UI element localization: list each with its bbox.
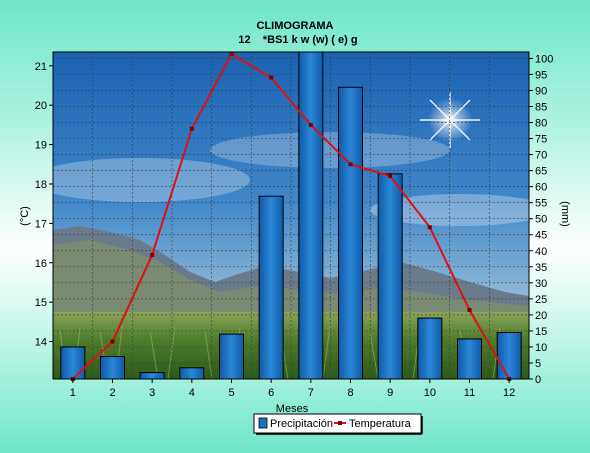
right-tick-label: 60 (535, 182, 547, 194)
right-tick-label: 40 (535, 246, 547, 258)
x-tick-label: 5 (228, 387, 234, 399)
temperature-series-line (72, 52, 511, 380)
precipitation-bar (496, 332, 522, 380)
right-tick-label: 15 (535, 326, 547, 338)
x-tick-label: 9 (387, 387, 393, 399)
legend-temperature-label: Temperatura (349, 418, 412, 430)
left-tick-label: 14 (35, 337, 47, 349)
precipitation-bar (100, 356, 125, 380)
precipitation-bar (377, 173, 403, 380)
x-tick-label: 1 (70, 387, 76, 399)
plot-frame (52, 51, 530, 380)
temperature-point (388, 174, 393, 179)
left-tick-label: 19 (35, 140, 47, 152)
right-tick-label: 55 (535, 198, 547, 210)
right-tick-label: 85 (535, 102, 547, 114)
x-tick-label: 4 (189, 387, 195, 399)
temperature-point (189, 126, 194, 131)
precipitation-bar (139, 372, 165, 380)
chart-subtitle: 12 *BS1 k w (w) ( e) g (238, 34, 357, 46)
x-axis: 1 2 3 4 5 6 7 8 9 10 11 12 (70, 379, 515, 399)
right-tick-label: 20 (535, 310, 547, 322)
left-axis-label: (°C) (19, 206, 31, 226)
precipitation-bar (219, 333, 244, 380)
temperature-point (110, 339, 115, 344)
right-tick-label: 5 (535, 358, 541, 370)
precipitation-bar (179, 367, 205, 380)
temperature-point (308, 122, 313, 127)
left-tick-label: 17 (35, 218, 47, 230)
right-tick-label: 10 (535, 342, 547, 354)
right-tick-label: 30 (535, 278, 547, 290)
temperature-point (269, 75, 274, 80)
right-tick-label: 75 (535, 134, 547, 146)
temperature-point (150, 252, 155, 257)
precipitation-bar (338, 86, 363, 380)
x-tick-label: 6 (268, 387, 274, 399)
precipitation-bar (417, 317, 443, 380)
left-axis: 14 15 16 17 18 19 20 21 (35, 61, 53, 349)
left-tick-label: 18 (35, 179, 47, 191)
right-tick-label: 100 (535, 53, 553, 65)
right-tick-label: 0 (535, 374, 541, 386)
right-tick-label: 70 (535, 150, 547, 162)
precipitation-bar (457, 338, 482, 380)
x-tick-label: 7 (308, 387, 314, 399)
right-tick-label: 50 (535, 214, 547, 226)
temperature-point (467, 308, 472, 313)
legend: Precipitación Temperatura (253, 413, 423, 435)
x-tick-label: 10 (424, 387, 436, 399)
legend-precipitation-label: Precipitación (270, 418, 333, 430)
x-tick-label: 3 (149, 387, 155, 399)
right-tick-label: 95 (535, 69, 547, 81)
temperature-point (427, 225, 432, 230)
chart-title: CLIMOGRAMA (257, 20, 334, 32)
x-tick-label: 8 (347, 387, 353, 399)
x-tick-label: 2 (109, 387, 115, 399)
left-tick-label: 21 (35, 61, 47, 73)
legend-precipitation-swatch (258, 417, 268, 429)
temperature-point (229, 51, 234, 56)
right-axis-label: (mm) (559, 201, 571, 227)
right-tick-label: 25 (535, 294, 547, 306)
x-tick-label: 11 (464, 387, 475, 399)
precipitation-bar (60, 346, 86, 380)
right-tick-label: 90 (535, 85, 547, 97)
right-axis: 0 5 10 15 20 25 30 35 40 45 50 55 60 65 70 75 80 85 90 95 10… (529, 53, 553, 386)
left-tick-label: 20 (35, 100, 47, 112)
right-tick-label: 65 (535, 166, 547, 178)
precipitation-bars (60, 51, 522, 380)
grid-lines (53, 52, 529, 379)
right-tick-label: 45 (535, 230, 547, 242)
precipitation-bar (258, 195, 284, 380)
right-tick-label: 35 (535, 262, 547, 274)
left-tick-label: 16 (35, 258, 47, 270)
x-axis-label: Meses (276, 403, 309, 415)
temperature-point (348, 162, 353, 167)
x-tick-label: 12 (503, 387, 515, 399)
right-tick-label: 80 (535, 118, 547, 130)
left-tick-label: 15 (35, 297, 47, 309)
precipitation-bar (298, 51, 324, 380)
